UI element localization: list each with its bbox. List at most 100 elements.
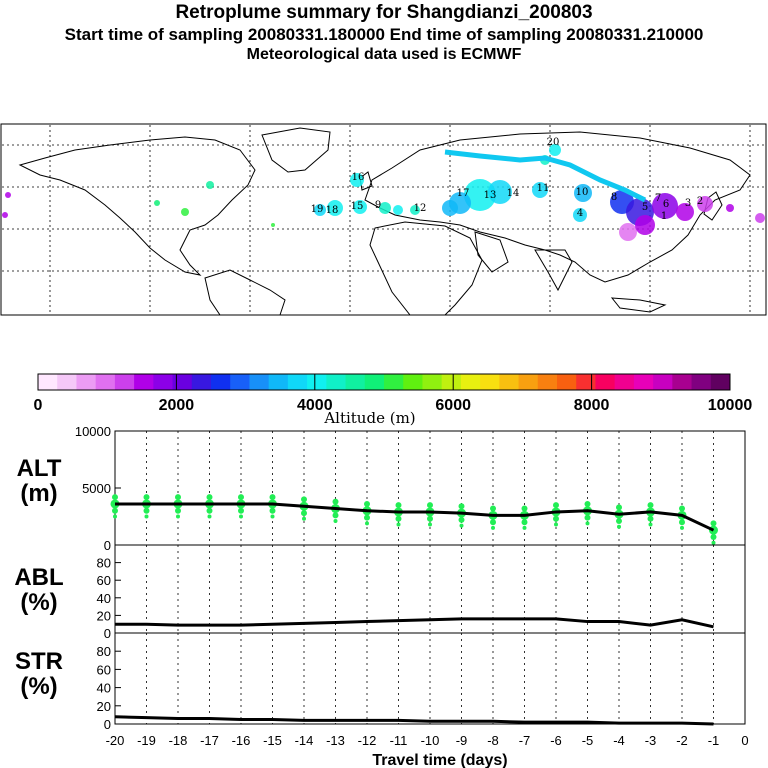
str-panel-label: STR (%) [8, 649, 70, 699]
altitude-point [584, 514, 591, 521]
alt-panel-label: ALT (m) [8, 456, 70, 506]
altitude-point [113, 514, 117, 519]
colorbar-swatch [518, 374, 539, 390]
trajectory-day-label: 12 [414, 203, 427, 214]
colorbar-swatch [287, 374, 308, 390]
colorbar-swatch [249, 374, 270, 390]
trajectory-day-label: 1 [661, 211, 667, 222]
plume-blob [488, 180, 512, 204]
plume-blob [464, 179, 496, 211]
altitude-point [554, 522, 558, 527]
trajectory-day-label: 5 [642, 202, 648, 213]
colorbar-swatch [614, 374, 635, 390]
altitude-point [491, 525, 495, 530]
colorbar-swatch [422, 374, 443, 390]
colorbar-swatch [384, 374, 404, 390]
altitude-point [395, 502, 402, 509]
altitude-point [679, 519, 685, 526]
altitude-point [616, 518, 622, 525]
plume-blob [635, 215, 655, 235]
trajectory-day-label: 9 [375, 200, 381, 211]
x-tick-label: -18 [169, 733, 188, 748]
africa-outline [369, 221, 483, 316]
trajectory-day-label: 15 [351, 201, 364, 212]
altitude-point [648, 522, 653, 527]
altitude-point [269, 494, 276, 501]
colorbar-swatch [307, 374, 327, 390]
x-tick-label: -9 [456, 733, 468, 748]
x-tick-label: -19 [137, 733, 156, 748]
altitude-point [680, 525, 684, 530]
altitude-point [332, 498, 339, 505]
str-label-line2: (%) [20, 673, 58, 700]
altitude-point [333, 519, 338, 524]
altitude-point [332, 512, 339, 519]
x-tick-label: -1 [708, 733, 720, 748]
y-tick-label: 5000 [82, 481, 111, 496]
altitude-point [206, 507, 213, 514]
colorbar-swatch [633, 374, 654, 390]
plume-blob [271, 223, 275, 227]
plume-blob [379, 202, 391, 214]
x-tick-label: -10 [421, 733, 440, 748]
altitude-point [364, 514, 370, 521]
colorbar-swatch [57, 374, 77, 390]
y-tick-label: 60 [97, 662, 111, 677]
altitude-point [490, 519, 496, 526]
altitude-point [143, 494, 150, 501]
altitude-point [617, 524, 621, 529]
altitude-point [553, 515, 559, 522]
x-tick-label: -8 [487, 733, 499, 748]
plume-blob [154, 200, 160, 206]
plume-blob [350, 173, 364, 187]
trajectory-day-label: 11 [537, 183, 550, 194]
colorbar-tick-label: 6000 [435, 397, 471, 414]
altitude-point [710, 520, 717, 527]
trajectory-day-label: 3 [685, 198, 691, 209]
x-tick-label: -6 [550, 733, 562, 748]
altitude-point [301, 496, 307, 503]
plume-blob [353, 200, 367, 214]
altitude-point [522, 525, 527, 530]
colorbar-swatch [268, 374, 289, 390]
x-tick-label: -13 [326, 733, 345, 748]
x-tick-label: -20 [106, 733, 125, 748]
x-tick-label: -3 [645, 733, 657, 748]
x-tick-label: -5 [582, 733, 594, 748]
colorbar-swatch [576, 374, 596, 390]
y-tick-label: 10000 [75, 424, 111, 439]
colorbar-swatch [326, 374, 347, 390]
y-tick-label: 20 [97, 608, 111, 623]
y-tick-label: 80 [97, 644, 111, 659]
altitude-point [647, 515, 654, 522]
arabia-outline [474, 231, 509, 273]
colorbar-swatch [537, 374, 558, 390]
plume-blob [410, 205, 420, 215]
colorbar-swatch [76, 374, 97, 390]
str-label-line1: STR [15, 648, 63, 675]
altitude-point [553, 502, 559, 509]
altitude-point [396, 522, 401, 527]
x-tick-label: -16 [232, 733, 251, 748]
trajectory-day-label: 17 [457, 188, 470, 199]
altitude-point [395, 515, 402, 522]
colorbar-swatch [38, 374, 58, 390]
colorbar-swatch [672, 374, 693, 390]
altitude-point [207, 514, 212, 519]
trajectory-day-label: 2 [697, 196, 703, 207]
met-data-subtitle: Meteorological data used is ECMWF [246, 46, 522, 63]
plume-blob [619, 223, 637, 241]
trajectory-day-label: 19 [311, 204, 324, 215]
altitude-point [711, 540, 716, 545]
altitude-point [175, 494, 181, 501]
colorbar-label: Altitude (m) [323, 409, 415, 427]
plume-blob [206, 181, 214, 189]
plume-blob [549, 144, 561, 156]
plume-blob [393, 205, 403, 215]
colorbar-swatch [460, 374, 481, 390]
north-america-outline [18, 136, 256, 276]
altitude-point [112, 507, 118, 514]
